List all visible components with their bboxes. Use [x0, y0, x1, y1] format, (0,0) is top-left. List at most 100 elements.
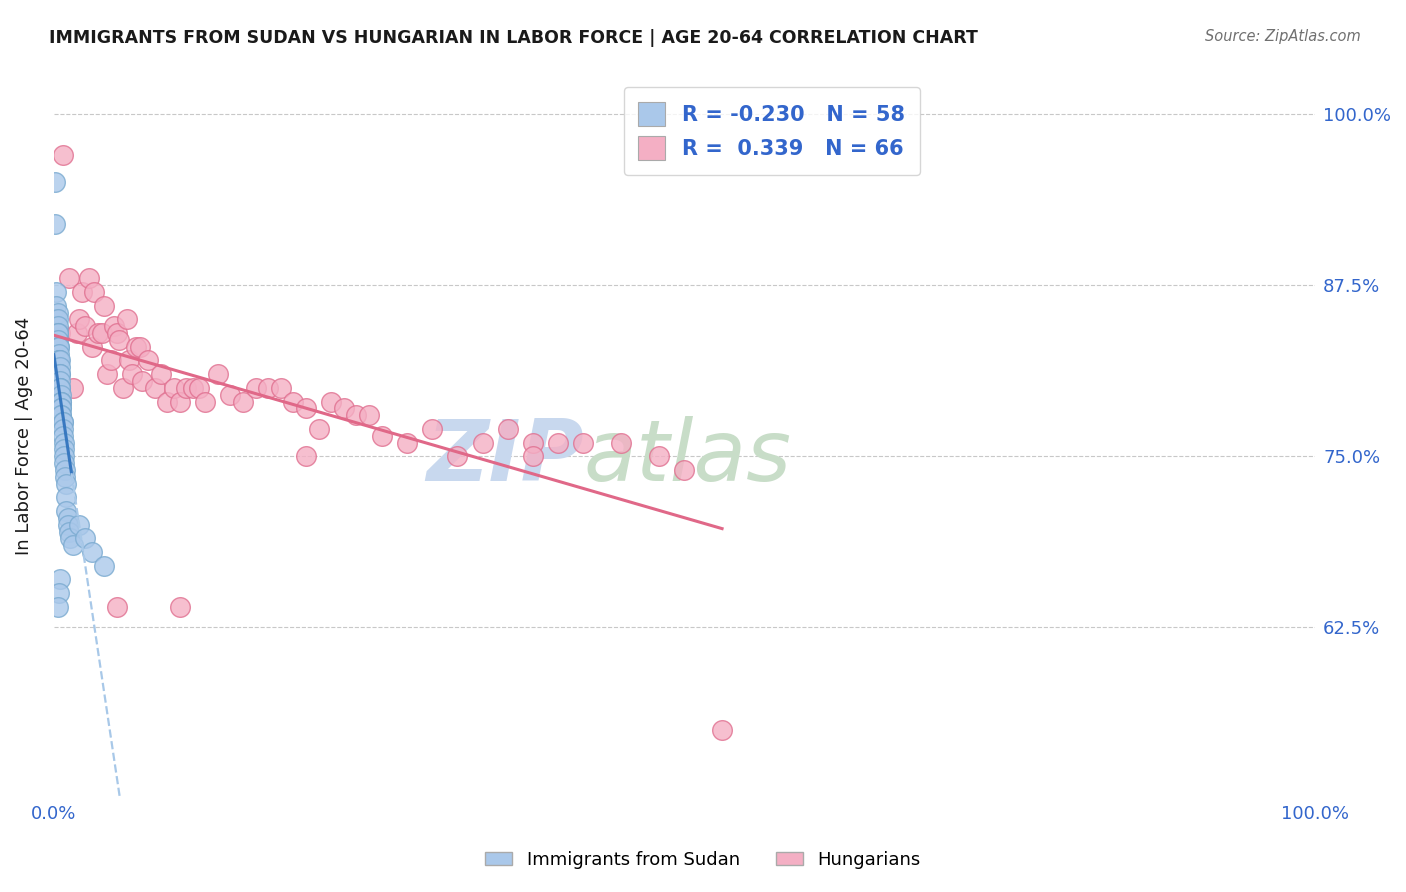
Point — [496, 422, 519, 436]
Point — [648, 450, 671, 464]
Point — [49, 381, 72, 395]
Point — [673, 463, 696, 477]
Point — [162, 381, 184, 395]
Point — [52, 456, 75, 470]
Point — [49, 374, 72, 388]
Point — [46, 333, 69, 347]
Point — [105, 326, 128, 340]
Point — [55, 476, 77, 491]
Point — [67, 517, 90, 532]
Point — [53, 463, 76, 477]
Point — [65, 326, 87, 340]
Point — [93, 558, 115, 573]
Point — [48, 353, 70, 368]
Point — [48, 340, 70, 354]
Point — [58, 524, 80, 539]
Point — [56, 511, 79, 525]
Point — [118, 353, 141, 368]
Point — [610, 435, 633, 450]
Point — [420, 422, 443, 436]
Point — [108, 333, 131, 347]
Point — [283, 394, 305, 409]
Point — [471, 435, 494, 450]
Point — [51, 387, 73, 401]
Point — [219, 387, 242, 401]
Point — [128, 340, 150, 354]
Point — [49, 573, 72, 587]
Point — [58, 271, 80, 285]
Point — [51, 408, 73, 422]
Point — [48, 346, 70, 360]
Point — [270, 381, 292, 395]
Point — [115, 312, 138, 326]
Point — [96, 367, 118, 381]
Point — [52, 415, 75, 429]
Point — [62, 381, 84, 395]
Point — [572, 435, 595, 450]
Point — [46, 326, 69, 340]
Point — [46, 599, 69, 614]
Point — [49, 381, 72, 395]
Point — [232, 394, 254, 409]
Point — [51, 401, 73, 416]
Point — [93, 299, 115, 313]
Point — [395, 435, 418, 450]
Point — [143, 381, 166, 395]
Point — [52, 435, 75, 450]
Point — [77, 271, 100, 285]
Point — [194, 394, 217, 409]
Point — [52, 422, 75, 436]
Text: IMMIGRANTS FROM SUDAN VS HUNGARIAN IN LABOR FORCE | AGE 20-64 CORRELATION CHART: IMMIGRANTS FROM SUDAN VS HUNGARIAN IN LA… — [49, 29, 979, 46]
Y-axis label: In Labor Force | Age 20-64: In Labor Force | Age 20-64 — [15, 317, 32, 555]
Point — [48, 586, 70, 600]
Point — [333, 401, 356, 416]
Point — [48, 353, 70, 368]
Point — [49, 367, 72, 381]
Point — [87, 326, 110, 340]
Point — [52, 442, 75, 457]
Point — [67, 312, 90, 326]
Point — [138, 353, 160, 368]
Point — [100, 353, 122, 368]
Point — [346, 408, 368, 422]
Point — [80, 340, 103, 354]
Point — [51, 401, 73, 416]
Point — [522, 435, 544, 450]
Point — [55, 504, 77, 518]
Point — [112, 381, 135, 395]
Point — [150, 367, 173, 381]
Point — [52, 148, 75, 162]
Point — [51, 394, 73, 409]
Point — [51, 394, 73, 409]
Point — [357, 408, 380, 422]
Point — [49, 360, 72, 375]
Point — [125, 340, 148, 354]
Point — [80, 545, 103, 559]
Point — [522, 450, 544, 464]
Text: Source: ZipAtlas.com: Source: ZipAtlas.com — [1205, 29, 1361, 44]
Point — [295, 450, 318, 464]
Point — [46, 326, 69, 340]
Point — [48, 340, 70, 354]
Point — [49, 353, 72, 368]
Legend: R = -0.230   N = 58, R =  0.339   N = 66: R = -0.230 N = 58, R = 0.339 N = 66 — [624, 87, 920, 175]
Point — [90, 326, 112, 340]
Point — [105, 599, 128, 614]
Point — [44, 217, 66, 231]
Point — [45, 299, 67, 313]
Point — [45, 312, 67, 326]
Point — [131, 374, 153, 388]
Point — [51, 408, 73, 422]
Point — [70, 285, 93, 299]
Point — [121, 367, 143, 381]
Point — [207, 367, 229, 381]
Legend: Immigrants from Sudan, Hungarians: Immigrants from Sudan, Hungarians — [478, 844, 928, 876]
Text: atlas: atlas — [583, 416, 792, 499]
Point — [174, 381, 197, 395]
Point — [45, 285, 67, 299]
Point — [59, 532, 82, 546]
Point — [187, 381, 209, 395]
Point — [62, 538, 84, 552]
Point — [75, 319, 97, 334]
Point — [52, 429, 75, 443]
